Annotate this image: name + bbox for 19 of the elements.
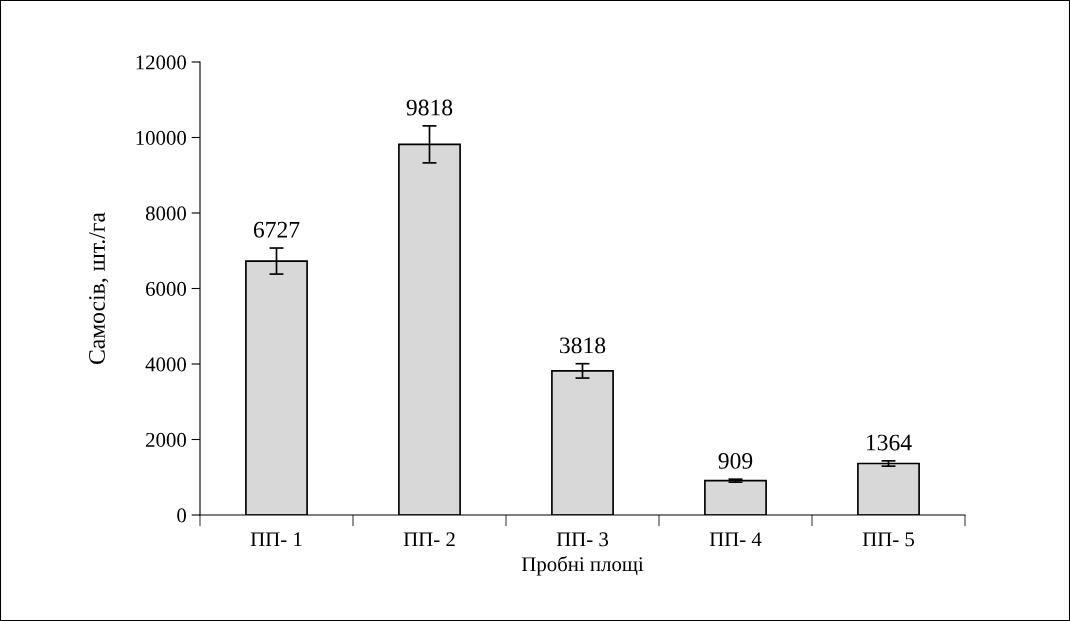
data-label: 9818: [406, 99, 453, 116]
data-label: 909: [718, 452, 753, 469]
data-label: 1364: [866, 434, 912, 451]
y-axis-title: Самосів, шт./га: [89, 212, 109, 364]
y-tick-label: 10000: [136, 130, 187, 145]
y-tick-label: 2000: [146, 432, 187, 447]
x-tick-label: ПП- 1: [250, 532, 302, 547]
x-tick-label: ПП- 3: [556, 532, 609, 547]
x-tick-label: ПП- 5: [862, 532, 915, 547]
y-tick-label: 12000: [136, 55, 187, 70]
y-tick-label: 4000: [145, 357, 187, 372]
y-tick-label: 8000: [145, 206, 187, 221]
data-label: 6727: [253, 221, 300, 238]
data-label: 3818: [560, 337, 606, 354]
x-tick-label: ПП- 4: [709, 532, 762, 547]
y-tick-label: 0: [177, 508, 187, 523]
x-tick-label: ПП- 2: [403, 532, 455, 547]
y-tick-label: 6000: [146, 281, 187, 296]
x-axis-title: Пробні площі: [521, 556, 644, 576]
